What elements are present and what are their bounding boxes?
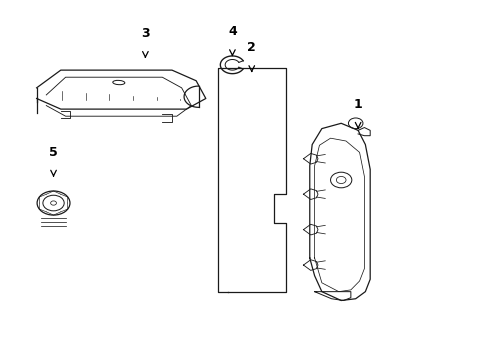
Text: 1: 1: [353, 98, 362, 111]
Text: 2: 2: [247, 41, 256, 54]
Text: 4: 4: [227, 25, 236, 38]
Text: 3: 3: [141, 27, 149, 40]
Text: 5: 5: [49, 146, 58, 159]
